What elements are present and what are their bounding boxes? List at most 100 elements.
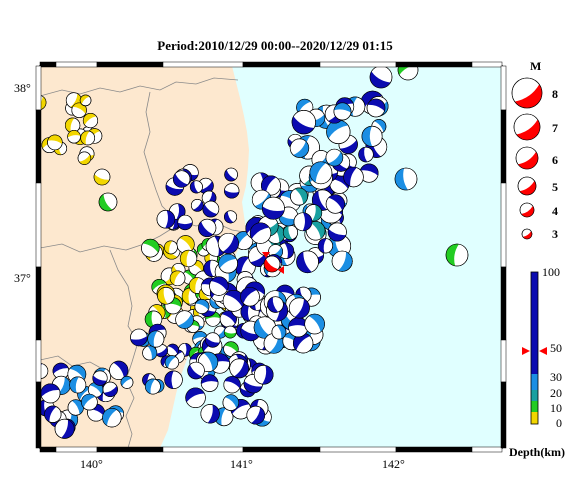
- earthquake-marker-291: [67, 399, 84, 416]
- depth-bar-segment-4: [531, 412, 538, 424]
- earthquake-marker-304: [102, 381, 118, 398]
- earthquake-marker-213: [358, 146, 374, 163]
- magnitude-legend-ball-5: [521, 228, 533, 240]
- earthquake-marker-15: [80, 130, 96, 146]
- earthquake-marker-77: [179, 249, 198, 268]
- earthquake-marker-303: [40, 383, 61, 404]
- earthquake-marker-342: [164, 355, 180, 370]
- earthquake-marker-337: [144, 378, 161, 395]
- latest-event-arrow-top: [262, 252, 270, 258]
- frame-graticule: [35, 61, 507, 453]
- earthquake-marker-298: [109, 360, 129, 380]
- earthquake-marker-141: [217, 232, 239, 254]
- earthquake-marker-282: [304, 313, 325, 335]
- depth-tick-30: 30: [550, 370, 562, 384]
- earthquake-marker-2: [71, 102, 87, 118]
- depth-tick-0: 0: [556, 416, 562, 430]
- earthquake-marker-323: [224, 183, 240, 199]
- earthquake-marker-239: [185, 387, 206, 409]
- earthquake-marker-255: [200, 374, 219, 392]
- earthquake-marker-221: [343, 166, 364, 188]
- earthquake-marker-194: [261, 196, 285, 220]
- depth-tick-20: 20: [550, 386, 562, 400]
- earthquake-marker-331: [166, 343, 180, 357]
- earthquake-marker-346: [445, 243, 469, 267]
- earthquake-marker-16: [77, 151, 92, 165]
- earthquake-marker-187: [331, 250, 353, 272]
- earthquake-marker-267: [253, 316, 277, 339]
- earthquake-marker-197: [293, 212, 313, 232]
- magnitude-legend-ball-0: [511, 77, 543, 109]
- depth-bar-segment-2: [531, 390, 538, 401]
- earthquake-marker-341: [147, 330, 165, 348]
- earthquake-marker-297: [81, 393, 98, 411]
- depth-bar-segment-3: [531, 401, 538, 412]
- earthquake-marker-63: [141, 238, 160, 258]
- earthquake-marker-73: [164, 240, 178, 255]
- earthquake-marker-349: [93, 168, 111, 186]
- earthquake-marker-227: [333, 102, 352, 121]
- earthquake-marker-307: [92, 370, 108, 386]
- earthquake-marker-306: [44, 405, 62, 423]
- earthquake-marker-339: [142, 345, 158, 361]
- earthquake-marker-343: [369, 66, 393, 89]
- earthquake-marker-253: [223, 376, 241, 394]
- earthquake-marker-296: [69, 376, 87, 394]
- earthquake-marker-249: [200, 404, 220, 424]
- lon-label-140: 140°: [80, 457, 103, 471]
- earthquake-marker-334: [120, 376, 134, 389]
- map-title: Period:2010/12/29 00:00--2020/12/29 01:1…: [157, 38, 393, 53]
- earthquake-marker-207: [361, 125, 383, 147]
- magnitude-legend-ball-2: [515, 146, 539, 170]
- earthquake-marker-12: [64, 117, 81, 133]
- earthquake-marker-314: [224, 167, 238, 182]
- earthquake-marker-345: [394, 167, 418, 191]
- earthquake-marker-219: [289, 138, 310, 158]
- earthquake-marker-185: [296, 250, 319, 274]
- earthquake-marker-344: [397, 66, 419, 81]
- earthquake-marker-99: [223, 325, 237, 339]
- earthquake-marker-175: [260, 175, 281, 196]
- depth-marker-left: [522, 347, 530, 356]
- earthquake-marker-6: [79, 94, 92, 107]
- earthquake-marker-256: [229, 358, 250, 379]
- earthquake-marker-244: [246, 405, 266, 425]
- earthquake-marker-82: [192, 331, 208, 347]
- earthquake-marker-280: [288, 297, 310, 319]
- lon-label-141: 141°: [230, 457, 253, 471]
- earthquake-marker-17: [82, 112, 99, 129]
- depth-tick-100: 100: [542, 265, 560, 279]
- depth-colorbar: [522, 271, 547, 425]
- earthquake-marker-98: [194, 299, 210, 314]
- lat-label-37: 37°: [14, 271, 31, 285]
- earthquake-marker-113: [218, 253, 238, 274]
- earthquake-marker-319: [177, 214, 193, 231]
- earthquake-marker-193: [327, 222, 347, 242]
- earthquake-marker-242: [222, 394, 240, 411]
- earthquake-marker-222: [326, 119, 351, 145]
- earthquake-marker-281: [267, 296, 284, 313]
- depth-bar-segment-0: [531, 272, 538, 374]
- earthquake-marker-225: [309, 161, 333, 185]
- depth-tick-10: 10: [550, 401, 562, 415]
- earthquake-marker-321: [202, 200, 220, 218]
- earthquake-marker-218: [325, 148, 344, 167]
- earthquake-marker-192: [249, 222, 272, 244]
- earthquake-marker-338: [164, 370, 183, 389]
- depth-marker-right: [539, 347, 547, 356]
- mag-label-8: 8: [552, 87, 558, 101]
- depth-bar-segment-1: [531, 374, 538, 390]
- earthquake-marker-151: [209, 276, 229, 296]
- depth-tick-50: 50: [550, 341, 562, 355]
- earthquake-marker-53: [169, 270, 186, 287]
- earthquake-marker-8: [47, 134, 63, 151]
- mag-label-4: 4: [552, 204, 558, 218]
- lat-label-38: 38°: [14, 81, 31, 95]
- earthquake-marker-101: [175, 310, 194, 329]
- earthquake-marker-324: [224, 210, 238, 224]
- earthquake-marker-148: [205, 332, 221, 348]
- land-area: [40, 66, 249, 448]
- earthquake-marker-340: [130, 328, 148, 347]
- earthquake-marker-317: [156, 210, 176, 229]
